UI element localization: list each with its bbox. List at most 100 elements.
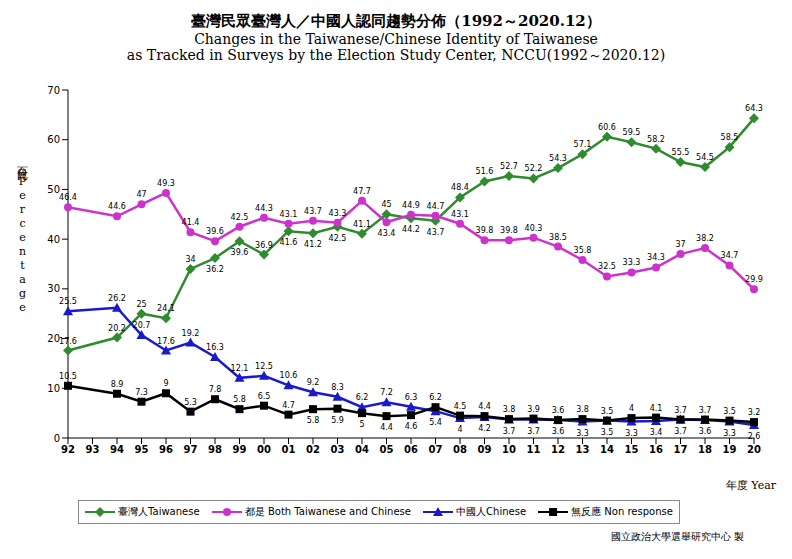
svg-text:19.2: 19.2 <box>182 329 200 338</box>
svg-text:45: 45 <box>381 200 391 209</box>
svg-text:25: 25 <box>136 300 146 309</box>
svg-text:97: 97 <box>184 444 198 455</box>
svg-text:15: 15 <box>625 444 639 455</box>
svg-text:20: 20 <box>747 444 761 455</box>
svg-text:4.2: 4.2 <box>478 424 491 433</box>
svg-text:34: 34 <box>185 255 195 264</box>
svg-text:16.3: 16.3 <box>206 343 224 352</box>
svg-text:98: 98 <box>208 444 222 455</box>
svg-text:32.5: 32.5 <box>598 262 616 271</box>
svg-text:41.4: 41.4 <box>182 218 200 227</box>
svg-text:3.5: 3.5 <box>723 407 736 416</box>
svg-text:47.7: 47.7 <box>353 187 371 196</box>
svg-text:41.2: 41.2 <box>304 240 322 249</box>
svg-text:3.3: 3.3 <box>625 429 638 438</box>
svg-text:44.3: 44.3 <box>255 204 273 213</box>
svg-text:13: 13 <box>576 444 590 455</box>
svg-text:40.3: 40.3 <box>525 224 543 233</box>
svg-text:52.2: 52.2 <box>525 164 543 173</box>
svg-text:37: 37 <box>675 240 685 249</box>
svg-text:52.7: 52.7 <box>500 162 518 171</box>
svg-text:7.3: 7.3 <box>135 388 148 397</box>
svg-text:4: 4 <box>629 404 634 413</box>
svg-text:3.6: 3.6 <box>552 427 565 436</box>
svg-text:3.4: 3.4 <box>650 428 663 437</box>
svg-text:7.2: 7.2 <box>380 388 393 397</box>
svg-text:43.7: 43.7 <box>427 228 445 237</box>
svg-text:12: 12 <box>551 444 565 455</box>
svg-text:00: 00 <box>257 444 271 455</box>
svg-text:46.4: 46.4 <box>59 193 77 202</box>
svg-text:12.5: 12.5 <box>255 362 273 371</box>
svg-text:06: 06 <box>404 444 418 455</box>
svg-text:14: 14 <box>600 444 614 455</box>
svg-text:3.7: 3.7 <box>527 427 540 436</box>
svg-text:20: 20 <box>47 333 60 344</box>
svg-text:47: 47 <box>136 190 146 199</box>
svg-text:6.5: 6.5 <box>258 392 271 401</box>
svg-text:0: 0 <box>54 433 60 444</box>
svg-text:5.8: 5.8 <box>233 395 246 404</box>
svg-text:3.5: 3.5 <box>601 428 614 437</box>
svg-text:3.9: 3.9 <box>527 405 540 414</box>
svg-text:01: 01 <box>282 444 296 455</box>
svg-text:3.6: 3.6 <box>552 406 565 415</box>
svg-text:39.6: 39.6 <box>231 248 249 257</box>
svg-text:4.6: 4.6 <box>405 422 418 431</box>
svg-text:3.8: 3.8 <box>576 405 589 414</box>
svg-text:43.4: 43.4 <box>378 229 396 238</box>
svg-text:41.6: 41.6 <box>280 238 298 247</box>
svg-text:29.9: 29.9 <box>745 275 763 284</box>
svg-text:17.6: 17.6 <box>59 337 77 346</box>
svg-text:4.5: 4.5 <box>454 402 467 411</box>
svg-text:8.9: 8.9 <box>111 380 124 389</box>
svg-text:11: 11 <box>527 444 541 455</box>
svg-text:17.6: 17.6 <box>157 337 175 346</box>
svg-text:3.2: 3.2 <box>748 408 761 417</box>
svg-text:4.1: 4.1 <box>650 404 663 413</box>
svg-text:49.3: 49.3 <box>157 179 175 188</box>
svg-text:6.2: 6.2 <box>356 393 369 402</box>
svg-text:4.7: 4.7 <box>282 401 295 410</box>
svg-text:8.3: 8.3 <box>331 383 344 392</box>
svg-text:3.7: 3.7 <box>699 406 712 415</box>
svg-text:25.5: 25.5 <box>59 297 77 306</box>
svg-text:43.1: 43.1 <box>451 210 469 219</box>
svg-text:96: 96 <box>159 444 173 455</box>
svg-text:94: 94 <box>110 444 124 455</box>
svg-text:09: 09 <box>478 444 492 455</box>
svg-text:60: 60 <box>47 134 60 145</box>
svg-text:4: 4 <box>457 425 462 434</box>
svg-text:36.9: 36.9 <box>255 241 273 250</box>
svg-text:26.2: 26.2 <box>108 294 126 303</box>
svg-text:4.4: 4.4 <box>380 423 393 432</box>
svg-text:43.1: 43.1 <box>280 210 298 219</box>
svg-text:43.7: 43.7 <box>304 207 322 216</box>
svg-text:3.7: 3.7 <box>503 427 516 436</box>
svg-text:64.3: 64.3 <box>745 104 763 113</box>
svg-text:08: 08 <box>453 444 467 455</box>
svg-text:42.5: 42.5 <box>329 234 347 243</box>
svg-text:2.6: 2.6 <box>748 432 761 441</box>
svg-text:58.2: 58.2 <box>647 135 665 144</box>
svg-text:93: 93 <box>86 444 100 455</box>
svg-text:39.6: 39.6 <box>206 227 224 236</box>
svg-text:59.5: 59.5 <box>623 128 641 137</box>
svg-text:5.3: 5.3 <box>184 398 197 407</box>
svg-text:43.3: 43.3 <box>329 209 347 218</box>
svg-text:3.7: 3.7 <box>674 406 687 415</box>
svg-text:16: 16 <box>649 444 663 455</box>
svg-text:10: 10 <box>47 383 60 394</box>
svg-text:42.5: 42.5 <box>231 213 249 222</box>
svg-text:40: 40 <box>47 234 60 245</box>
svg-text:50: 50 <box>47 184 60 195</box>
svg-text:10.6: 10.6 <box>280 371 298 380</box>
svg-text:3.5: 3.5 <box>601 407 614 416</box>
svg-text:5.8: 5.8 <box>307 416 320 425</box>
svg-text:44.2: 44.2 <box>402 225 420 234</box>
svg-text:38.2: 38.2 <box>696 234 714 243</box>
svg-text:44.6: 44.6 <box>108 202 126 211</box>
svg-text:34.3: 34.3 <box>647 253 665 262</box>
svg-text:95: 95 <box>135 444 149 455</box>
svg-text:20.2: 20.2 <box>108 324 126 333</box>
